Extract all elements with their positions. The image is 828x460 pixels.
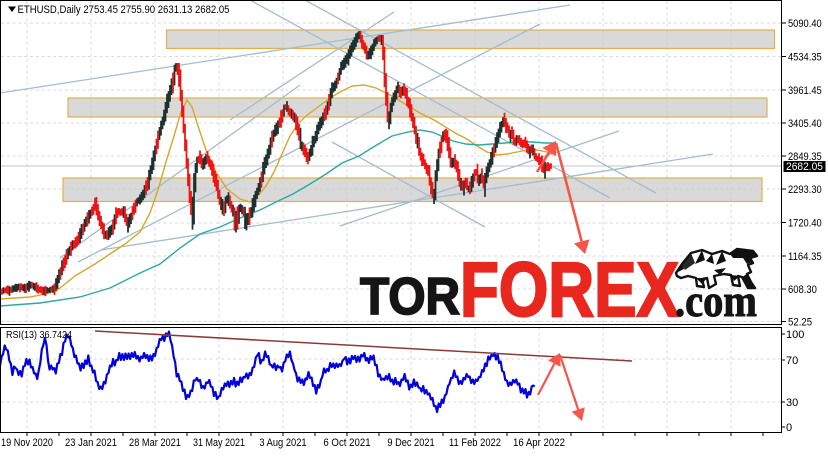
svg-text:1720.40: 1720.40 [788,218,822,230]
svg-text:ETHUSD,Daily 2753.45 2755.90: ETHUSD,Daily 2753.45 2755.90 2631.13 268… [18,4,230,16]
svg-text:2849.35: 2849.35 [788,151,822,163]
svg-text:0: 0 [786,422,792,434]
svg-text:4534.35: 4534.35 [788,52,822,64]
svg-text:16 Apr 2022: 16 Apr 2022 [513,437,565,449]
svg-text:9 Dec 2021: 9 Dec 2021 [387,437,434,449]
svg-text:6 Oct 2021: 6 Oct 2021 [323,437,370,449]
svg-text:2682.05: 2682.05 [786,161,823,173]
svg-text:5090.40: 5090.40 [788,18,822,30]
svg-text:TOR: TOR [360,268,460,326]
svg-text:30: 30 [786,397,798,409]
svg-text:1164.35: 1164.35 [788,251,822,263]
svg-text:100: 100 [786,329,804,341]
svg-text:70: 70 [786,355,798,367]
svg-text:FOREX: FOREX [460,247,679,333]
svg-text:RSI(13) 36.7424: RSI(13) 36.7424 [6,329,72,341]
svg-text:3405.40: 3405.40 [788,118,822,130]
svg-text:3961.45: 3961.45 [788,85,822,97]
svg-text:28 Mar 2021: 28 Mar 2021 [129,437,181,449]
svg-text:19 Nov 2020: 19 Nov 2020 [1,437,53,449]
svg-text:2293.30: 2293.30 [788,184,822,196]
svg-text:23 Jan 2021: 23 Jan 2021 [65,437,117,449]
svg-text:31 May 2021: 31 May 2021 [193,437,245,449]
svg-text:11 Feb 2022: 11 Feb 2022 [449,437,501,449]
svg-text:3 Aug 2021: 3 Aug 2021 [259,437,306,449]
svg-text:608.30: 608.30 [788,284,817,296]
svg-text:52.25: 52.25 [788,317,812,329]
